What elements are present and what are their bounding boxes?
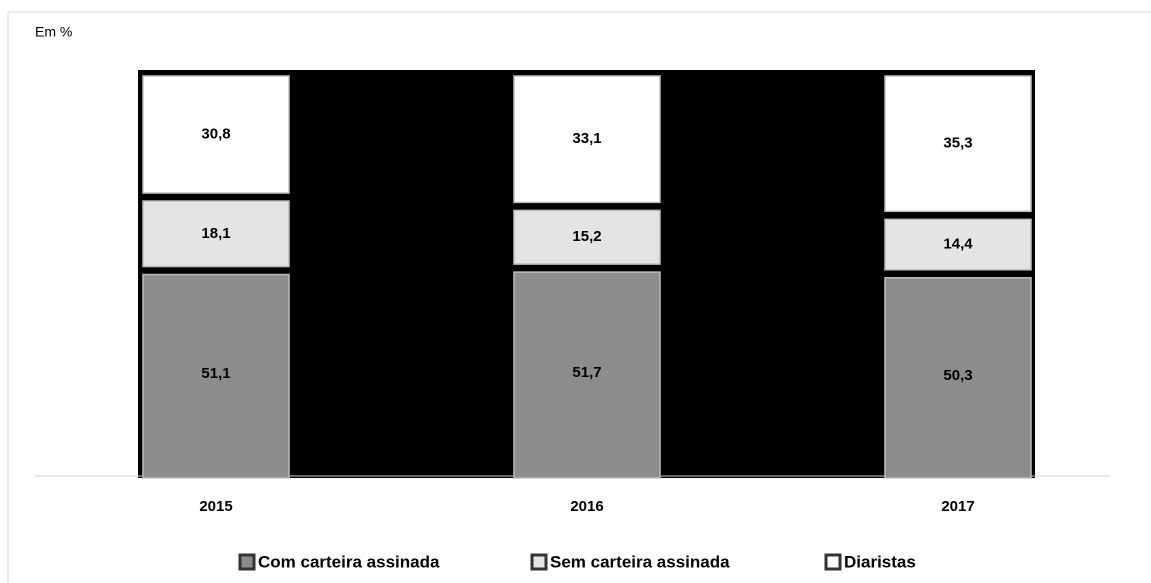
bar-segment bbox=[513, 75, 661, 204]
bar-segment bbox=[142, 75, 290, 194]
data-label: 18,1 bbox=[201, 225, 230, 242]
bar-segment bbox=[142, 200, 290, 268]
data-label: 14,4 bbox=[943, 236, 973, 253]
data-label: 35,3 bbox=[943, 135, 972, 152]
legend-label: Diaristas bbox=[844, 552, 916, 571]
subtitle: Em % bbox=[35, 24, 72, 40]
data-label: 50,3 bbox=[943, 367, 972, 384]
legend-marker bbox=[530, 553, 548, 571]
bar-segment bbox=[513, 209, 661, 265]
x-tick-label: 2016 bbox=[570, 498, 603, 515]
legend-marker bbox=[238, 553, 256, 571]
bar-segment bbox=[513, 271, 661, 479]
data-label: 30,8 bbox=[201, 125, 230, 142]
data-label: 51,7 bbox=[572, 364, 601, 381]
bar-segment bbox=[884, 75, 1032, 213]
data-label: 15,2 bbox=[572, 228, 601, 245]
x-tick-label: 2017 bbox=[941, 498, 974, 515]
legend-label: Sem carteira assinada bbox=[550, 552, 730, 571]
data-label: 51,1 bbox=[201, 365, 230, 382]
x-tick-label: 2015 bbox=[199, 498, 232, 515]
legend-marker bbox=[824, 553, 842, 571]
bar-segment bbox=[142, 273, 290, 479]
bar-segment bbox=[884, 218, 1032, 271]
bar-segment bbox=[884, 277, 1032, 479]
data-label: 33,1 bbox=[572, 130, 601, 147]
legend-label: Com carteira assinada bbox=[258, 552, 440, 571]
